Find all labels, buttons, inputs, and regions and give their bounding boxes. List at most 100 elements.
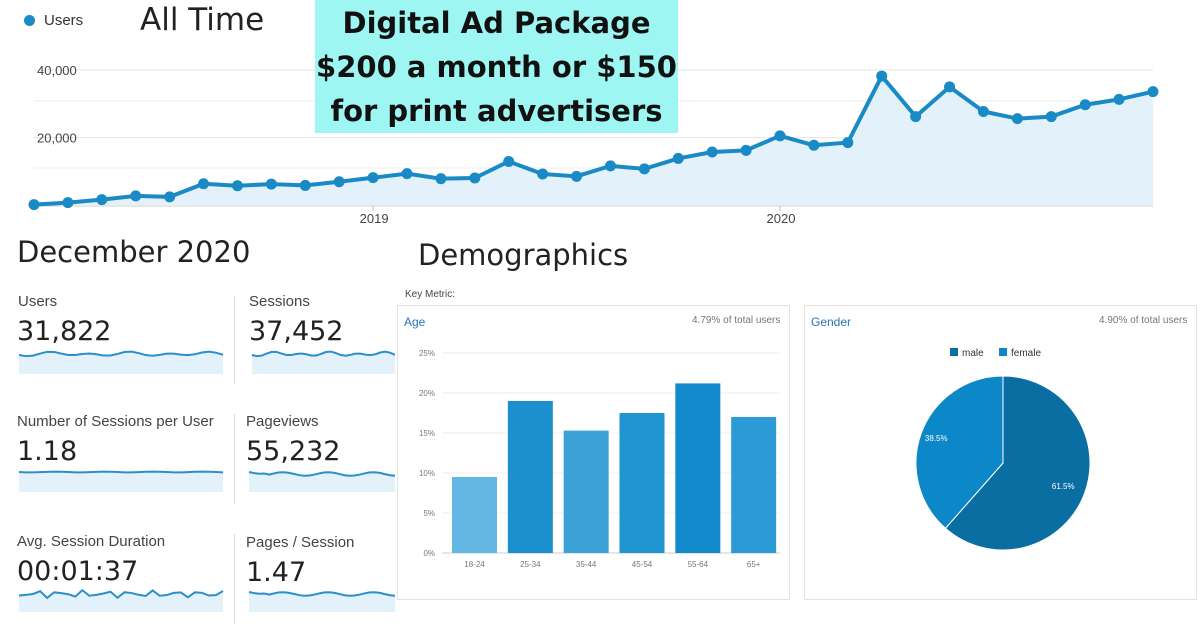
- users-sparkline: [18, 350, 224, 374]
- key-metric-label: Key Metric:: [405, 289, 456, 300]
- ad-package-banner: Digital Ad Package $200 a month or $150 …: [315, 0, 678, 133]
- users-data-point: [977, 106, 989, 118]
- metric-label-sessions: Sessions: [249, 293, 310, 310]
- users-data-point: [1011, 113, 1023, 125]
- users-data-point: [96, 194, 108, 206]
- users-data-point: [1147, 86, 1159, 98]
- users-data-point: [571, 170, 583, 182]
- users-data-point: [164, 191, 176, 203]
- sparkline-area: [249, 592, 395, 612]
- users-data-point: [1113, 93, 1125, 105]
- pages-per-session-sparkline: [248, 591, 396, 612]
- metric-value-pages-per-session: 1.47: [246, 557, 307, 588]
- users-data-point: [808, 139, 820, 151]
- metric-value-sessions-per-user: 1.18: [17, 436, 78, 467]
- age-bar: [452, 477, 497, 553]
- age-panel: Age 4.79% of total users 0% 5% 10% 15% 20% 25…: [397, 305, 790, 600]
- users-data-point: [876, 70, 888, 82]
- december-title: December 2020: [17, 235, 251, 269]
- users-data-point: [910, 111, 922, 123]
- legend-label-male: male: [962, 348, 984, 359]
- age-bar: [675, 383, 721, 553]
- gender-panel-note: 4.90% of total users: [1099, 315, 1188, 326]
- users-data-point: [130, 190, 142, 202]
- banner-line-3: for print advertisers: [330, 93, 663, 128]
- metric-label-pageviews: Pageviews: [246, 413, 319, 430]
- age-bar: [563, 430, 609, 553]
- sparkline-area: [19, 471, 223, 492]
- users-legend: Users: [24, 12, 83, 29]
- x-tick-label: 2019: [360, 211, 389, 226]
- metric-value-sessions: 37,452: [249, 316, 344, 347]
- sessions-sparkline: [251, 350, 396, 374]
- metric-value-avg-session-duration: 00:01:37: [17, 556, 139, 587]
- pie-slice-female: [915, 375, 1004, 529]
- legend-label-female: female: [1011, 348, 1041, 359]
- banner-line-1: Digital Ad Package: [342, 5, 651, 40]
- x-tick-label: 45-54: [632, 560, 653, 569]
- users-data-point: [401, 168, 413, 180]
- x-tick-label: 55-64: [688, 560, 709, 569]
- metric-label-users: Users: [18, 293, 58, 310]
- users-data-point: [62, 197, 74, 209]
- users-data-point: [774, 130, 786, 142]
- legend-swatch-male: [950, 348, 958, 356]
- users-data-point: [842, 137, 854, 149]
- users-legend-swatch: [24, 15, 35, 26]
- users-data-point: [435, 173, 447, 185]
- users-data-point: [231, 180, 243, 192]
- users-data-point: [469, 172, 481, 184]
- y-tick-label: 15%: [419, 429, 435, 438]
- sparkline-area: [252, 351, 395, 374]
- sparkline-line: [18, 470, 224, 474]
- age-panel-note: 4.79% of total users: [692, 315, 781, 326]
- y-tick-label: 10%: [419, 469, 435, 478]
- x-tick-label: 18-24: [464, 560, 485, 569]
- users-line-chart: 20,000 40,000 2019 2020: [28, 63, 1159, 226]
- age-bar-chart: 0% 5% 10% 15% 20% 25% 18-24 25-34 35-44 45-54 55-6…: [419, 349, 780, 569]
- users-data-point: [740, 144, 752, 156]
- users-data-point: [299, 179, 311, 191]
- sparkline-line: [251, 350, 396, 358]
- y-tick-label: 40,000: [37, 63, 77, 78]
- sparkline-line: [18, 350, 224, 358]
- users-data-point: [944, 81, 956, 93]
- sparkline-line: [248, 591, 396, 597]
- users-data-point: [638, 163, 650, 175]
- users-data-point: [1079, 99, 1091, 111]
- users-data-point: [1045, 111, 1057, 123]
- users-data-point: [265, 178, 277, 190]
- users-series-line: [33, 74, 1154, 207]
- users-data-point: [333, 176, 345, 188]
- y-tick-label: 5%: [423, 509, 435, 518]
- legend-swatch-female: [999, 348, 1007, 356]
- metric-label-pages-per-session: Pages / Session: [246, 534, 355, 551]
- users-legend-label: Users: [44, 12, 84, 29]
- pie-slice-male: [944, 375, 1091, 551]
- metric-value-pageviews: 55,232: [246, 436, 341, 467]
- users-data-point: [706, 146, 718, 158]
- age-bar: [507, 401, 553, 553]
- age-bar: [619, 413, 665, 553]
- sparkline-area: [19, 351, 223, 374]
- pie-slice-label: 61.5%: [1052, 482, 1075, 491]
- x-tick-label: 25-34: [520, 560, 541, 569]
- age-bar: [731, 417, 777, 553]
- metric-label-avg-session-duration: Avg. Session Duration: [17, 533, 166, 550]
- metric-divider: [234, 296, 235, 384]
- demographics-title: Demographics: [418, 238, 629, 272]
- x-tick-label: 35-44: [576, 560, 597, 569]
- users-data-point: [604, 160, 616, 172]
- metric-divider: [234, 534, 235, 624]
- users-data-point: [503, 155, 515, 167]
- users-data-point: [28, 199, 40, 211]
- banner-line-2: $200 a month or $150: [316, 49, 677, 84]
- y-tick-label: 0%: [423, 549, 435, 558]
- all-time-title: All Time: [140, 2, 265, 38]
- y-tick-label: 20%: [419, 389, 435, 398]
- users-data-point: [367, 172, 379, 184]
- sparkline-line: [248, 471, 396, 477]
- gender-panel: Gender 4.90% of total users male female 61…: [804, 305, 1197, 600]
- gender-panel-title: Gender: [811, 315, 852, 329]
- x-tick-label: 2020: [767, 211, 796, 226]
